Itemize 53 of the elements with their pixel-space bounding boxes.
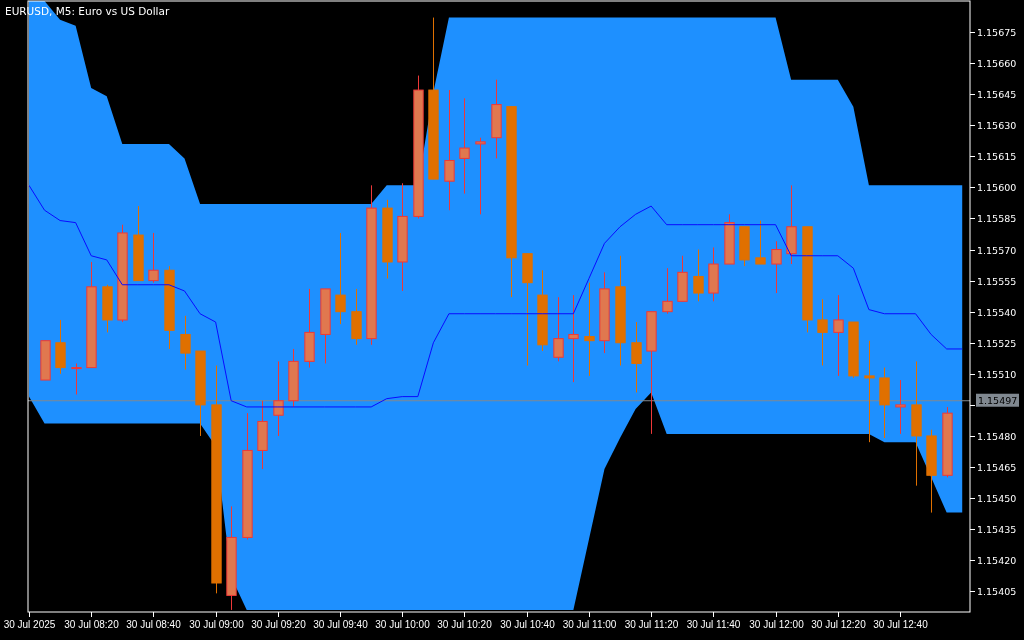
- y-tick-label: 1.15525: [977, 338, 1017, 349]
- x-tick-label: 30 Jul 11:00: [562, 619, 617, 630]
- candlestick: [335, 232, 346, 325]
- x-tick-label: 30 Jul 12:20: [811, 619, 867, 630]
- candlestick: [895, 379, 906, 435]
- x-tick-label: 30 Jul 2025: [3, 619, 56, 630]
- y-tick-label: 1.15675: [977, 27, 1017, 38]
- y-tick-label: 1.15480: [977, 431, 1017, 442]
- candlestick: [693, 249, 704, 302]
- x-tick-label: 30 Jul 12:00: [749, 619, 805, 630]
- y-tick-label: 1.15570: [977, 245, 1017, 256]
- x-tick-label: 30 Jul 10:40: [500, 619, 556, 630]
- y-tick-label: 1.15600: [977, 182, 1017, 193]
- candlestick: [568, 294, 579, 383]
- candlestick: [771, 240, 782, 294]
- candlestick: [444, 89, 455, 211]
- y-tick-label: 1.15420: [977, 555, 1017, 566]
- x-tick-label: 30 Jul 12:40: [873, 619, 929, 630]
- y-tick-label: 1.15540: [977, 307, 1017, 318]
- x-tick-label: 30 Jul 11:20: [624, 619, 679, 630]
- candlestick: [817, 298, 828, 367]
- candlestick: [584, 282, 595, 377]
- y-tick-label: 1.15660: [977, 58, 1017, 69]
- candlestick: [833, 294, 844, 377]
- x-tick-label: 30 Jul 08:20: [64, 619, 120, 630]
- y-tick-label: 1.15465: [977, 462, 1017, 473]
- y-tick-label: 1.15555: [977, 276, 1017, 287]
- candlestick: [475, 137, 486, 215]
- candlestick: [864, 340, 875, 443]
- candlestick: [662, 267, 673, 315]
- y-tick-label: 1.15435: [977, 524, 1017, 535]
- y-tick-label: 1.15585: [977, 213, 1017, 224]
- x-tick-label: 30 Jul 09:00: [189, 619, 245, 630]
- ref-line-label: 1.15497: [978, 395, 1018, 407]
- candlestick: [755, 220, 766, 265]
- x-tick-label: 30 Jul 10:20: [437, 619, 493, 630]
- y-tick-label: 1.15645: [977, 89, 1017, 100]
- candlestick: [180, 315, 191, 371]
- x-tick-label: 30 Jul 09:20: [251, 619, 307, 630]
- y-tick-label: 1.15615: [977, 151, 1017, 162]
- y-tick-label: 1.15405: [977, 586, 1017, 597]
- candlestick: [71, 362, 82, 396]
- x-tick-label: 30 Jul 11:40: [686, 619, 741, 630]
- candlestick: [148, 232, 159, 284]
- candlestick: [631, 321, 642, 393]
- x-tick-label: 30 Jul 09:40: [313, 619, 369, 630]
- x-tick-label: 30 Jul 10:00: [375, 619, 431, 630]
- candlestick: [459, 97, 470, 195]
- y-tick-label: 1.15630: [977, 120, 1017, 131]
- y-tick-label: 1.15510: [977, 369, 1017, 380]
- x-tick-label: 30 Jul 08:40: [126, 619, 182, 630]
- y-tick-label: 1.15450: [977, 493, 1017, 504]
- candlestick: [553, 296, 564, 362]
